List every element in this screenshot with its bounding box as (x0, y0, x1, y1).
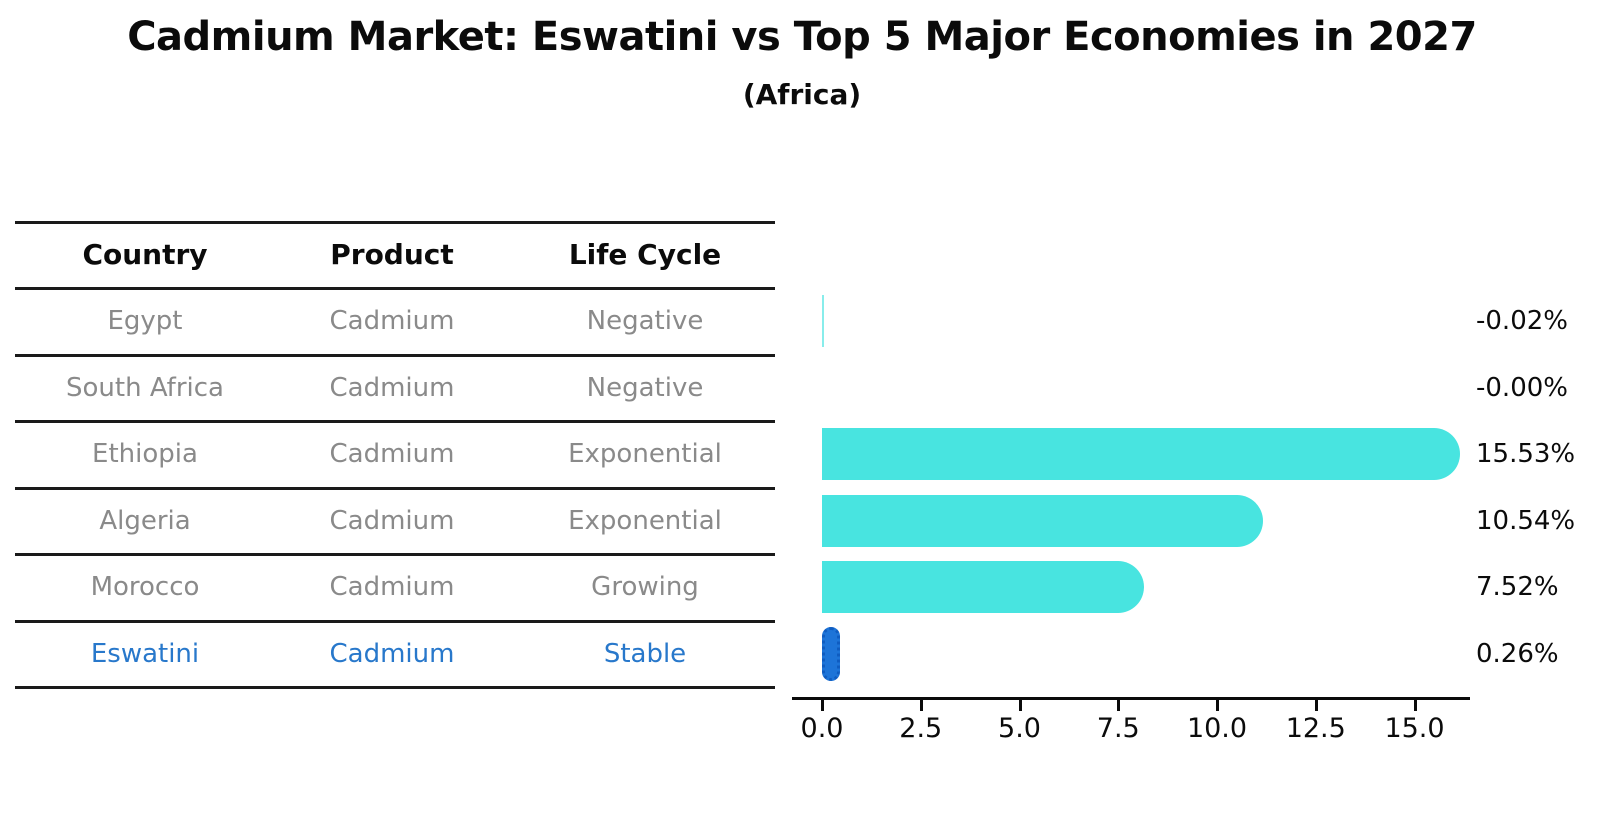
cell-country: Egypt (107, 306, 183, 336)
x-axis-line (792, 697, 1470, 700)
cell-product: Cadmium (329, 439, 455, 469)
cell-product: Cadmium (329, 639, 455, 669)
column-header-lifecycle: Life Cycle (568, 238, 722, 271)
cell-lifecycle: Stable (603, 639, 687, 669)
cell-product: Cadmium (329, 572, 455, 602)
x-axis-tick-label: 5.0 (998, 713, 1041, 744)
bar-algeria (822, 495, 1264, 547)
x-axis-tick-mark (1314, 700, 1318, 711)
cell-product: Cadmium (329, 506, 455, 536)
table-row-egypt: Egypt Cadmium Negative (0, 288, 790, 354)
x-axis-tick-label: 7.5 (1096, 713, 1140, 744)
table-rule (15, 420, 775, 423)
table-rule (15, 487, 775, 490)
cell-lifecycle: Exponential (568, 439, 722, 469)
bar-ethiopia (822, 428, 1461, 480)
cell-lifecycle: Exponential (568, 506, 722, 536)
value-label-ethiopia: 15.53% (1476, 439, 1576, 469)
cell-lifecycle: Negative (586, 306, 704, 336)
x-axis-tick-label: 0.0 (800, 713, 844, 744)
bar-eswatini (822, 627, 841, 681)
x-axis-tick-label: 10.0 (1186, 713, 1248, 744)
table-rule (15, 686, 775, 689)
x-axis-tick-label: 12.5 (1285, 713, 1346, 744)
value-label-eswatini: 0.26% (1476, 639, 1559, 669)
x-axis-tick-mark (1216, 700, 1219, 711)
value-label-algeria: 10.54% (1476, 506, 1576, 536)
x-axis-tick-label: 15.0 (1384, 713, 1445, 744)
table-rule (15, 620, 775, 623)
x-axis-tick-label: 2.5 (899, 713, 943, 744)
cell-product: Cadmium (329, 373, 455, 403)
value-label-morocco: 7.52% (1476, 572, 1559, 602)
table-row-morocco: Morocco Cadmium Growing (0, 554, 790, 620)
x-axis-tick-mark (919, 700, 923, 711)
bar-morocco (822, 561, 1145, 613)
column-header-product: Product (330, 238, 454, 271)
x-axis-tick-mark (1117, 700, 1121, 711)
value-label-egypt: -0.02% (1476, 306, 1568, 336)
table-rule (15, 553, 775, 556)
table-rule (15, 221, 775, 224)
x-axis-tick-mark (821, 700, 824, 711)
table-row-south-africa: South Africa Cadmium Negative (0, 355, 790, 421)
cell-country: Algeria (99, 506, 191, 536)
cell-country: South Africa (66, 373, 224, 403)
cell-country: Ethiopia (92, 439, 198, 469)
cell-lifecycle: Negative (586, 373, 704, 403)
table-rule (15, 287, 775, 290)
cell-country: Morocco (90, 572, 200, 602)
table-rule (15, 354, 775, 357)
cell-lifecycle: Growing (591, 572, 699, 602)
table-row-eswatini: Eswatini Cadmium Stable (0, 621, 790, 687)
column-header-country: Country (82, 238, 208, 271)
bar-egypt (822, 295, 824, 347)
chart-subtitle: (Africa) (742, 78, 862, 111)
cell-country: Eswatini (90, 639, 200, 669)
x-axis-tick-mark (1413, 700, 1417, 711)
cell-product: Cadmium (329, 306, 455, 336)
chart-title: Cadmium Market: Eswatini vs Top 5 Major … (127, 14, 1477, 60)
table-header-row: Country Product Life Cycle (0, 222, 790, 288)
value-label-south-africa: -0.00% (1476, 373, 1568, 403)
table-row-algeria: Algeria Cadmium Exponential (0, 488, 790, 554)
table-row-ethiopia: Ethiopia Cadmium Exponential (0, 421, 790, 487)
x-axis-tick-mark (1018, 700, 1022, 711)
